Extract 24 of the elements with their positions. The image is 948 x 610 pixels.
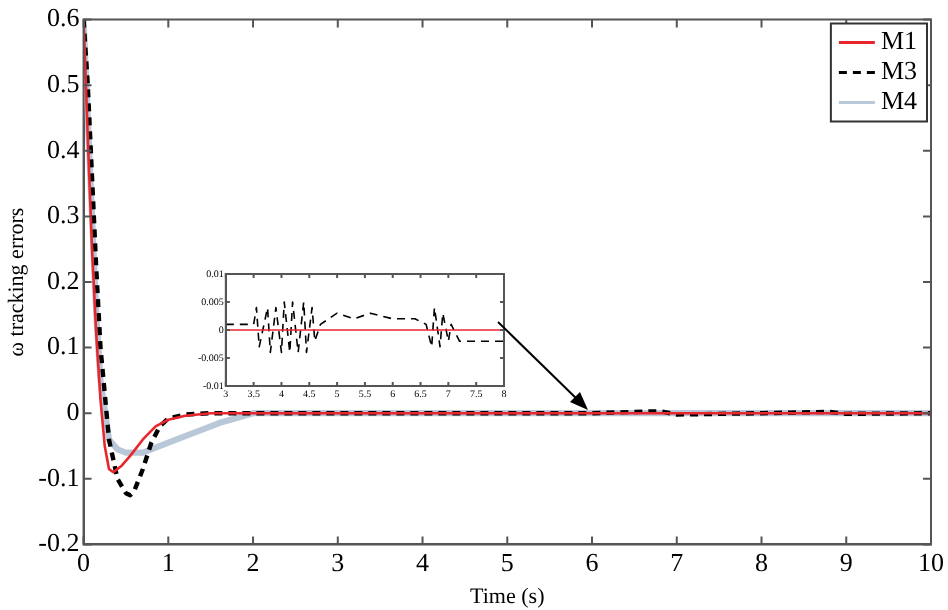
y-tick-label: 0.1 xyxy=(47,330,80,361)
y-tick-label: 0.2 xyxy=(47,264,80,295)
x-tick-label: 4 xyxy=(416,546,431,577)
y-tick-label: 0.4 xyxy=(47,133,81,164)
x-tick-label: 2 xyxy=(246,546,260,577)
x-tick-label: 10 xyxy=(918,546,944,577)
x-tick-label: 3 xyxy=(331,546,345,577)
x-tick-label: 6 xyxy=(585,546,600,577)
y-tick-label: -0.1 xyxy=(38,461,80,492)
x-axis-title: Time (s) xyxy=(470,584,546,609)
y-axis-title: ω tracking errors xyxy=(4,207,29,357)
x-tick-label: 8 xyxy=(755,546,769,577)
x-tick-label: 9 xyxy=(839,546,853,577)
legend-label: M4 xyxy=(880,85,918,116)
legend-label: M1 xyxy=(880,25,918,56)
y-tick-label: 0.3 xyxy=(47,199,80,230)
x-tick-label: 5 xyxy=(500,546,514,577)
x-tick-label: 1 xyxy=(161,546,175,577)
x-tick-label: 7 xyxy=(670,546,685,577)
legend-label: M3 xyxy=(880,55,918,86)
y-tick-label: -0.2 xyxy=(38,527,80,558)
y-tick-label: 0.5 xyxy=(47,68,80,99)
line-series xyxy=(225,301,504,354)
y-tick-label: 0.6 xyxy=(47,2,81,33)
